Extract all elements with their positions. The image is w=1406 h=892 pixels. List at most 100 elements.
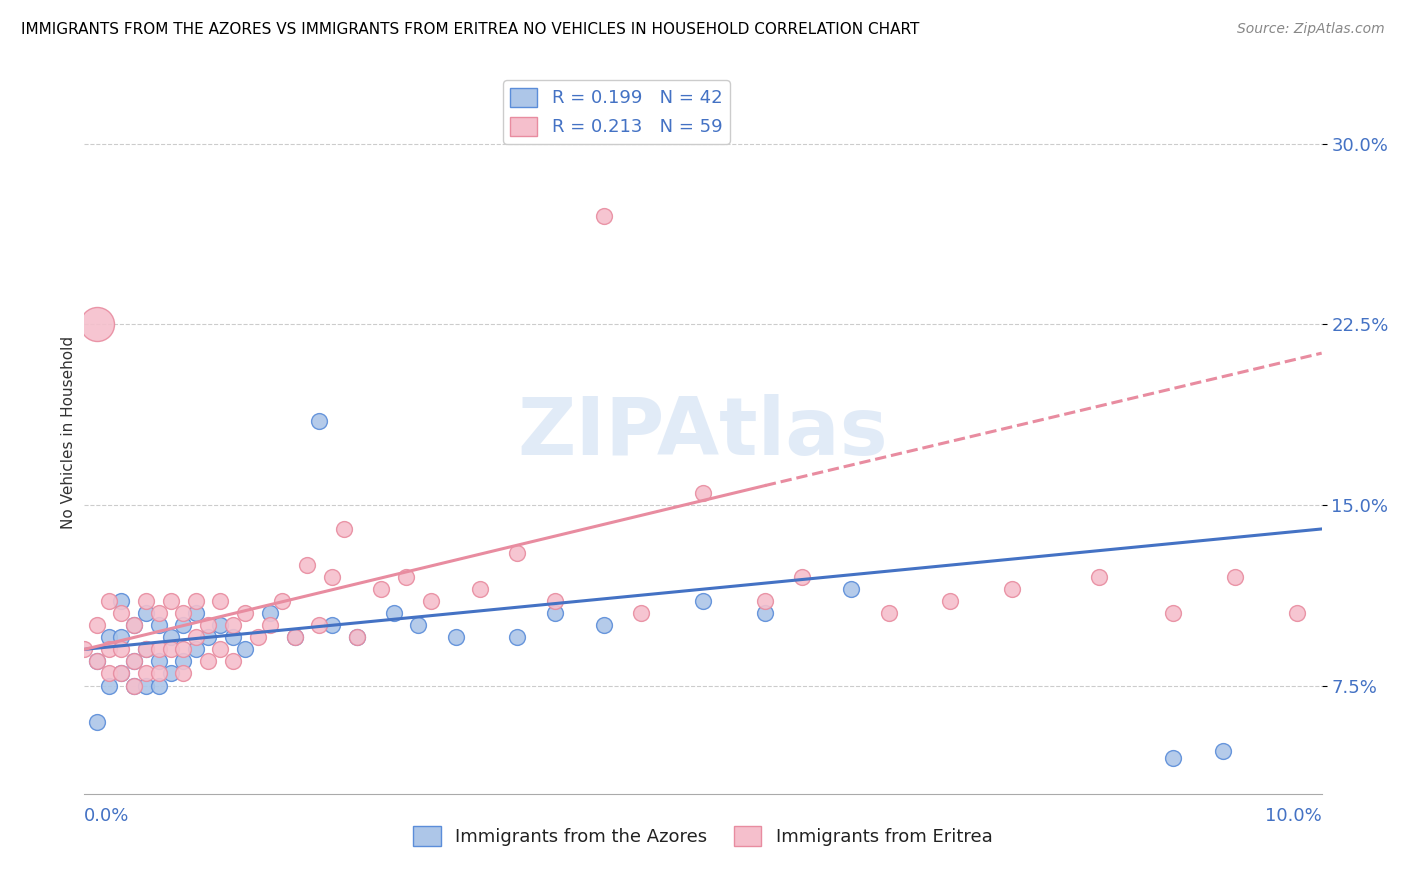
Point	[160, 642, 183, 657]
Point	[470, 582, 492, 597]
Point	[1161, 607, 1184, 621]
Point	[1001, 582, 1024, 597]
Point	[408, 618, 430, 632]
Point	[122, 618, 145, 632]
Point	[172, 642, 194, 657]
Point	[148, 655, 170, 669]
Point	[222, 618, 245, 632]
Point	[222, 630, 245, 644]
Point	[122, 618, 145, 632]
Point	[506, 546, 529, 560]
Point	[321, 618, 343, 632]
Point	[841, 582, 863, 597]
Point	[98, 594, 121, 608]
Point	[692, 594, 714, 608]
Point	[346, 630, 368, 644]
Point	[148, 642, 170, 657]
Point	[419, 594, 441, 608]
Point	[370, 582, 392, 597]
Point	[197, 618, 219, 632]
Point	[1212, 743, 1234, 757]
Point	[692, 485, 714, 500]
Point	[184, 607, 207, 621]
Point	[295, 558, 318, 573]
Point	[939, 594, 962, 608]
Point	[222, 655, 245, 669]
Point	[259, 607, 281, 621]
Point	[135, 679, 157, 693]
Point	[110, 607, 132, 621]
Point	[122, 679, 145, 693]
Point	[98, 630, 121, 644]
Point	[321, 570, 343, 584]
Point	[135, 594, 157, 608]
Point	[233, 607, 256, 621]
Point	[160, 630, 183, 644]
Point	[593, 209, 616, 223]
Point	[1285, 607, 1308, 621]
Point	[543, 594, 565, 608]
Point	[86, 655, 108, 669]
Point	[184, 642, 207, 657]
Point	[98, 642, 121, 657]
Point	[110, 666, 132, 681]
Point	[172, 666, 194, 681]
Point	[172, 607, 194, 621]
Point	[135, 607, 157, 621]
Point	[135, 642, 157, 657]
Point	[98, 666, 121, 681]
Point	[172, 618, 194, 632]
Point	[543, 607, 565, 621]
Point	[1223, 570, 1246, 584]
Point	[271, 594, 294, 608]
Point	[790, 570, 813, 584]
Point	[110, 594, 132, 608]
Point	[110, 642, 132, 657]
Point	[259, 618, 281, 632]
Point	[148, 618, 170, 632]
Point	[877, 607, 900, 621]
Point	[172, 655, 194, 669]
Point	[122, 679, 145, 693]
Point	[754, 607, 776, 621]
Point	[197, 655, 219, 669]
Point	[148, 679, 170, 693]
Point	[110, 666, 132, 681]
Point	[98, 679, 121, 693]
Text: Source: ZipAtlas.com: Source: ZipAtlas.com	[1237, 22, 1385, 37]
Point	[148, 607, 170, 621]
Point	[160, 594, 183, 608]
Point	[209, 618, 232, 632]
Point	[754, 594, 776, 608]
Point	[86, 714, 108, 729]
Point	[346, 630, 368, 644]
Point	[209, 594, 232, 608]
Point	[122, 655, 145, 669]
Point	[284, 630, 307, 644]
Point	[135, 666, 157, 681]
Point	[110, 630, 132, 644]
Point	[122, 655, 145, 669]
Point	[233, 642, 256, 657]
Point	[160, 666, 183, 681]
Point	[308, 618, 330, 632]
Point	[395, 570, 418, 584]
Point	[1088, 570, 1111, 584]
Point	[86, 618, 108, 632]
Point	[284, 630, 307, 644]
Point	[184, 630, 207, 644]
Point	[209, 642, 232, 657]
Text: 10.0%: 10.0%	[1265, 807, 1322, 825]
Point	[593, 618, 616, 632]
Point	[246, 630, 269, 644]
Point	[506, 630, 529, 644]
Text: IMMIGRANTS FROM THE AZORES VS IMMIGRANTS FROM ERITREA NO VEHICLES IN HOUSEHOLD C: IMMIGRANTS FROM THE AZORES VS IMMIGRANTS…	[21, 22, 920, 37]
Point	[184, 594, 207, 608]
Point	[197, 630, 219, 644]
Point	[73, 642, 96, 657]
Text: 0.0%: 0.0%	[84, 807, 129, 825]
Point	[444, 630, 467, 644]
Point	[135, 642, 157, 657]
Y-axis label: No Vehicles in Household: No Vehicles in Household	[60, 336, 76, 529]
Point	[382, 607, 405, 621]
